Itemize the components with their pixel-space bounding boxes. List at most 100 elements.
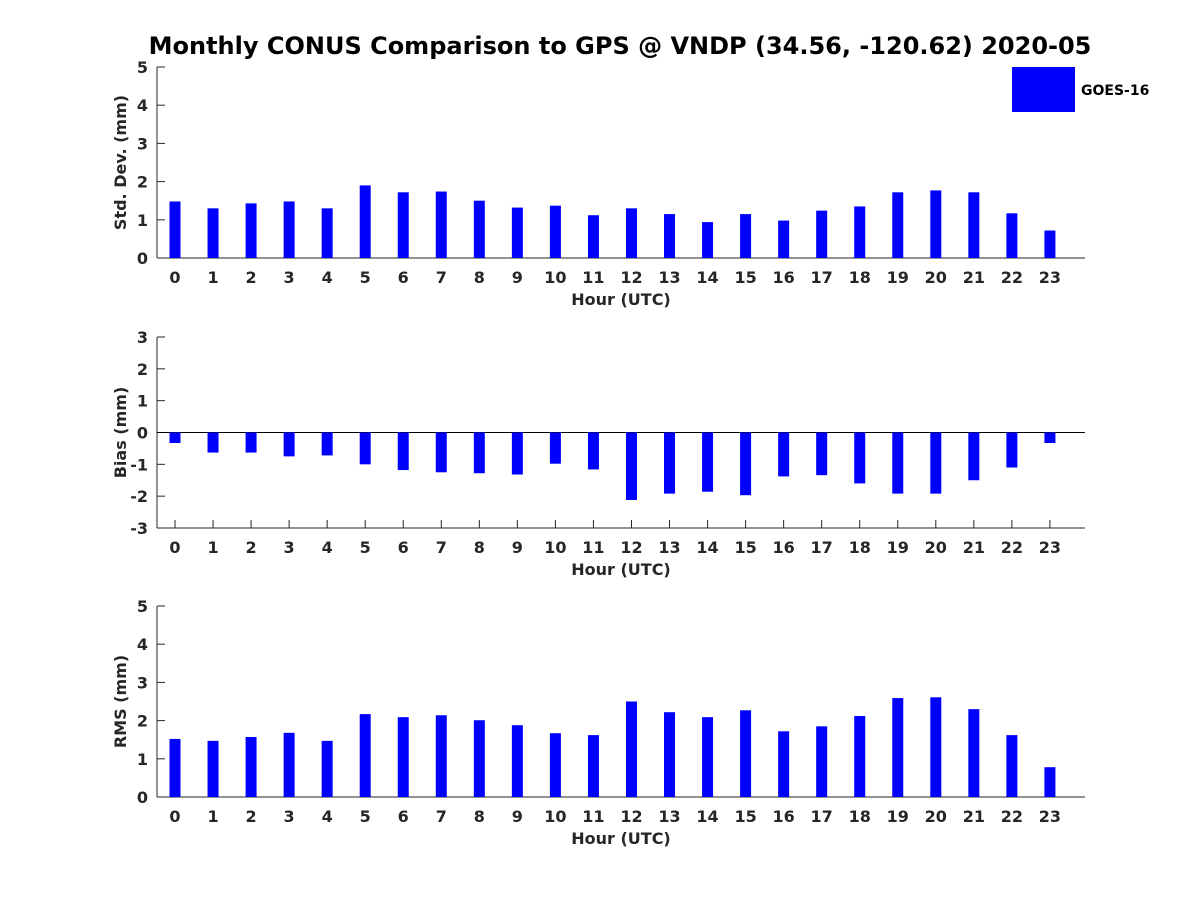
std-dev-bar [321,208,333,258]
std-dev-x-tick-label: 21 [963,268,985,287]
rms-bar [435,715,447,797]
rms-x-tick-label: 21 [963,807,985,826]
rms-x-tick-label: 3 [284,807,295,826]
rms-bar [930,697,942,797]
rms-x-tick-label: 19 [887,807,909,826]
bias-x-tick-label: 3 [284,538,295,557]
rms-bar [207,740,219,797]
std-dev-bar [664,214,676,258]
rms-x-tick-label: 4 [322,807,333,826]
std-dev-bar [968,192,980,258]
bias-bar [625,432,637,500]
rms-bar [549,733,561,797]
std-dev-x-tick-label: 11 [582,268,604,287]
std-dev-x-tick-label: 3 [284,268,295,287]
std-dev-bar [511,207,523,258]
std-dev-x-tick-label: 9 [512,268,523,287]
bias-x-tick-label: 10 [544,538,566,557]
rms-x-tick-label: 14 [696,807,718,826]
std-dev-bar [854,206,866,258]
rms-bar [473,720,485,797]
bias-bar [283,432,295,457]
rms-bar [1044,767,1056,797]
rms-x-tick-label: 0 [169,807,180,826]
rms-x-tick-label: 6 [398,807,409,826]
std-dev-bar [473,200,485,258]
std-dev-bar [778,220,790,258]
bias-bar [968,432,980,481]
rms-bar [321,740,333,797]
rms-x-tick-label: 12 [620,807,642,826]
std-dev-bar [587,215,599,258]
rms-bar [397,717,409,797]
bias-y-tick-label: -1 [130,455,148,474]
bias-y-tick-label: -3 [130,519,148,538]
bias-bar [1044,432,1056,444]
bias-x-tick-label: 8 [474,538,485,557]
bias-x-tick-label: 1 [207,538,218,557]
bias-x-tick-label: 7 [436,538,447,557]
rms-bar [854,716,866,797]
rms-y-label: RMS (mm) [111,655,130,748]
bias-x-tick-label: 5 [360,538,371,557]
std-dev-x-tick-label: 20 [925,268,947,287]
rms-bar [664,712,676,797]
rms-bar [283,732,295,797]
std-dev-x-tick-label: 17 [811,268,833,287]
bias-x-tick-label: 21 [963,538,985,557]
rms-x-tick-label: 10 [544,807,566,826]
bias-x-tick-label: 4 [322,538,333,557]
bias-x-tick-label: 23 [1039,538,1061,557]
rms-bar [816,726,828,797]
rms-y-tick-label: 3 [137,673,148,692]
std-dev-x-tick-label: 19 [887,268,909,287]
std-dev-y-tick-label: 0 [137,249,148,268]
std-dev-x-tick-label: 13 [658,268,680,287]
bias-bar [587,432,599,470]
std-dev-bar [435,191,447,258]
rms-x-tick-label: 9 [512,807,523,826]
rms-x-tick-label: 16 [773,807,795,826]
std-dev-x-tick-label: 6 [398,268,409,287]
bias-x-tick-label: 20 [925,538,947,557]
bias-bar [740,432,752,496]
bias-bar [930,432,942,494]
std-dev-x-tick-label: 4 [322,268,333,287]
bias-bar [435,432,447,473]
std-dev-bar [397,192,409,258]
bias-x-tick-label: 12 [620,538,642,557]
rms-x-tick-label: 23 [1039,807,1061,826]
std-dev-bar [207,208,219,258]
std-dev-y-tick-label: 5 [137,58,148,77]
bias-bar [702,432,714,492]
rms-x-tick-label: 20 [925,807,947,826]
std-dev-bar [245,203,257,258]
std-dev-x-tick-label: 16 [773,268,795,287]
std-dev-x-label: Hour (UTC) [571,290,671,309]
std-dev-x-tick-label: 23 [1039,268,1061,287]
rms-bar [587,735,599,797]
std-dev-x-tick-label: 18 [849,268,871,287]
std-dev-bar [930,190,942,258]
bias-x-tick-label: 19 [887,538,909,557]
std-dev-bar [359,185,371,258]
std-dev-bar [702,222,714,258]
bias-bar [359,432,371,465]
rms-bar [1006,735,1018,797]
bias-bar [549,432,561,464]
bias-y-tick-label: 0 [137,424,148,443]
rms-y-tick-label: 0 [137,788,148,807]
std-dev-bar [549,205,561,258]
std-dev-x-tick-label: 1 [207,268,218,287]
std-dev-x-tick-label: 8 [474,268,485,287]
rms-x-tick-label: 5 [360,807,371,826]
rms-x-tick-label: 17 [811,807,833,826]
std-dev-x-tick-label: 5 [360,268,371,287]
std-dev-x-tick-label: 15 [734,268,756,287]
rms-bar [968,709,980,797]
rms-y-tick-label: 5 [137,597,148,616]
bias-y-tick-label: 2 [137,360,148,379]
bias-x-tick-label: 13 [658,538,680,557]
